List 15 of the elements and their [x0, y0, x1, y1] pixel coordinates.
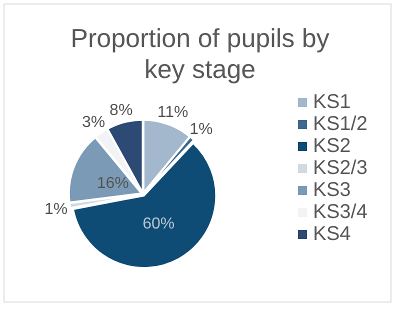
legend-label: KS4	[313, 223, 351, 245]
data-label: 1%	[190, 120, 213, 138]
data-label: 11%	[157, 104, 188, 122]
legend-label: KS3/4	[313, 201, 368, 223]
data-label: 8%	[110, 102, 133, 119]
data-label: 3%	[82, 114, 106, 132]
legend-label: KS1/2	[313, 113, 368, 135]
legend-label: KS1	[313, 91, 351, 113]
chart-title: Proportion of pupils by key stage	[70, 23, 330, 84]
legend-label: KS3	[313, 179, 351, 201]
legend-label: KS2/3	[313, 157, 368, 179]
legend-label: KS2	[313, 135, 351, 157]
data-label: 1%	[44, 200, 68, 218]
data-label: 16%	[96, 175, 129, 192]
data-label: 60%	[142, 215, 175, 232]
